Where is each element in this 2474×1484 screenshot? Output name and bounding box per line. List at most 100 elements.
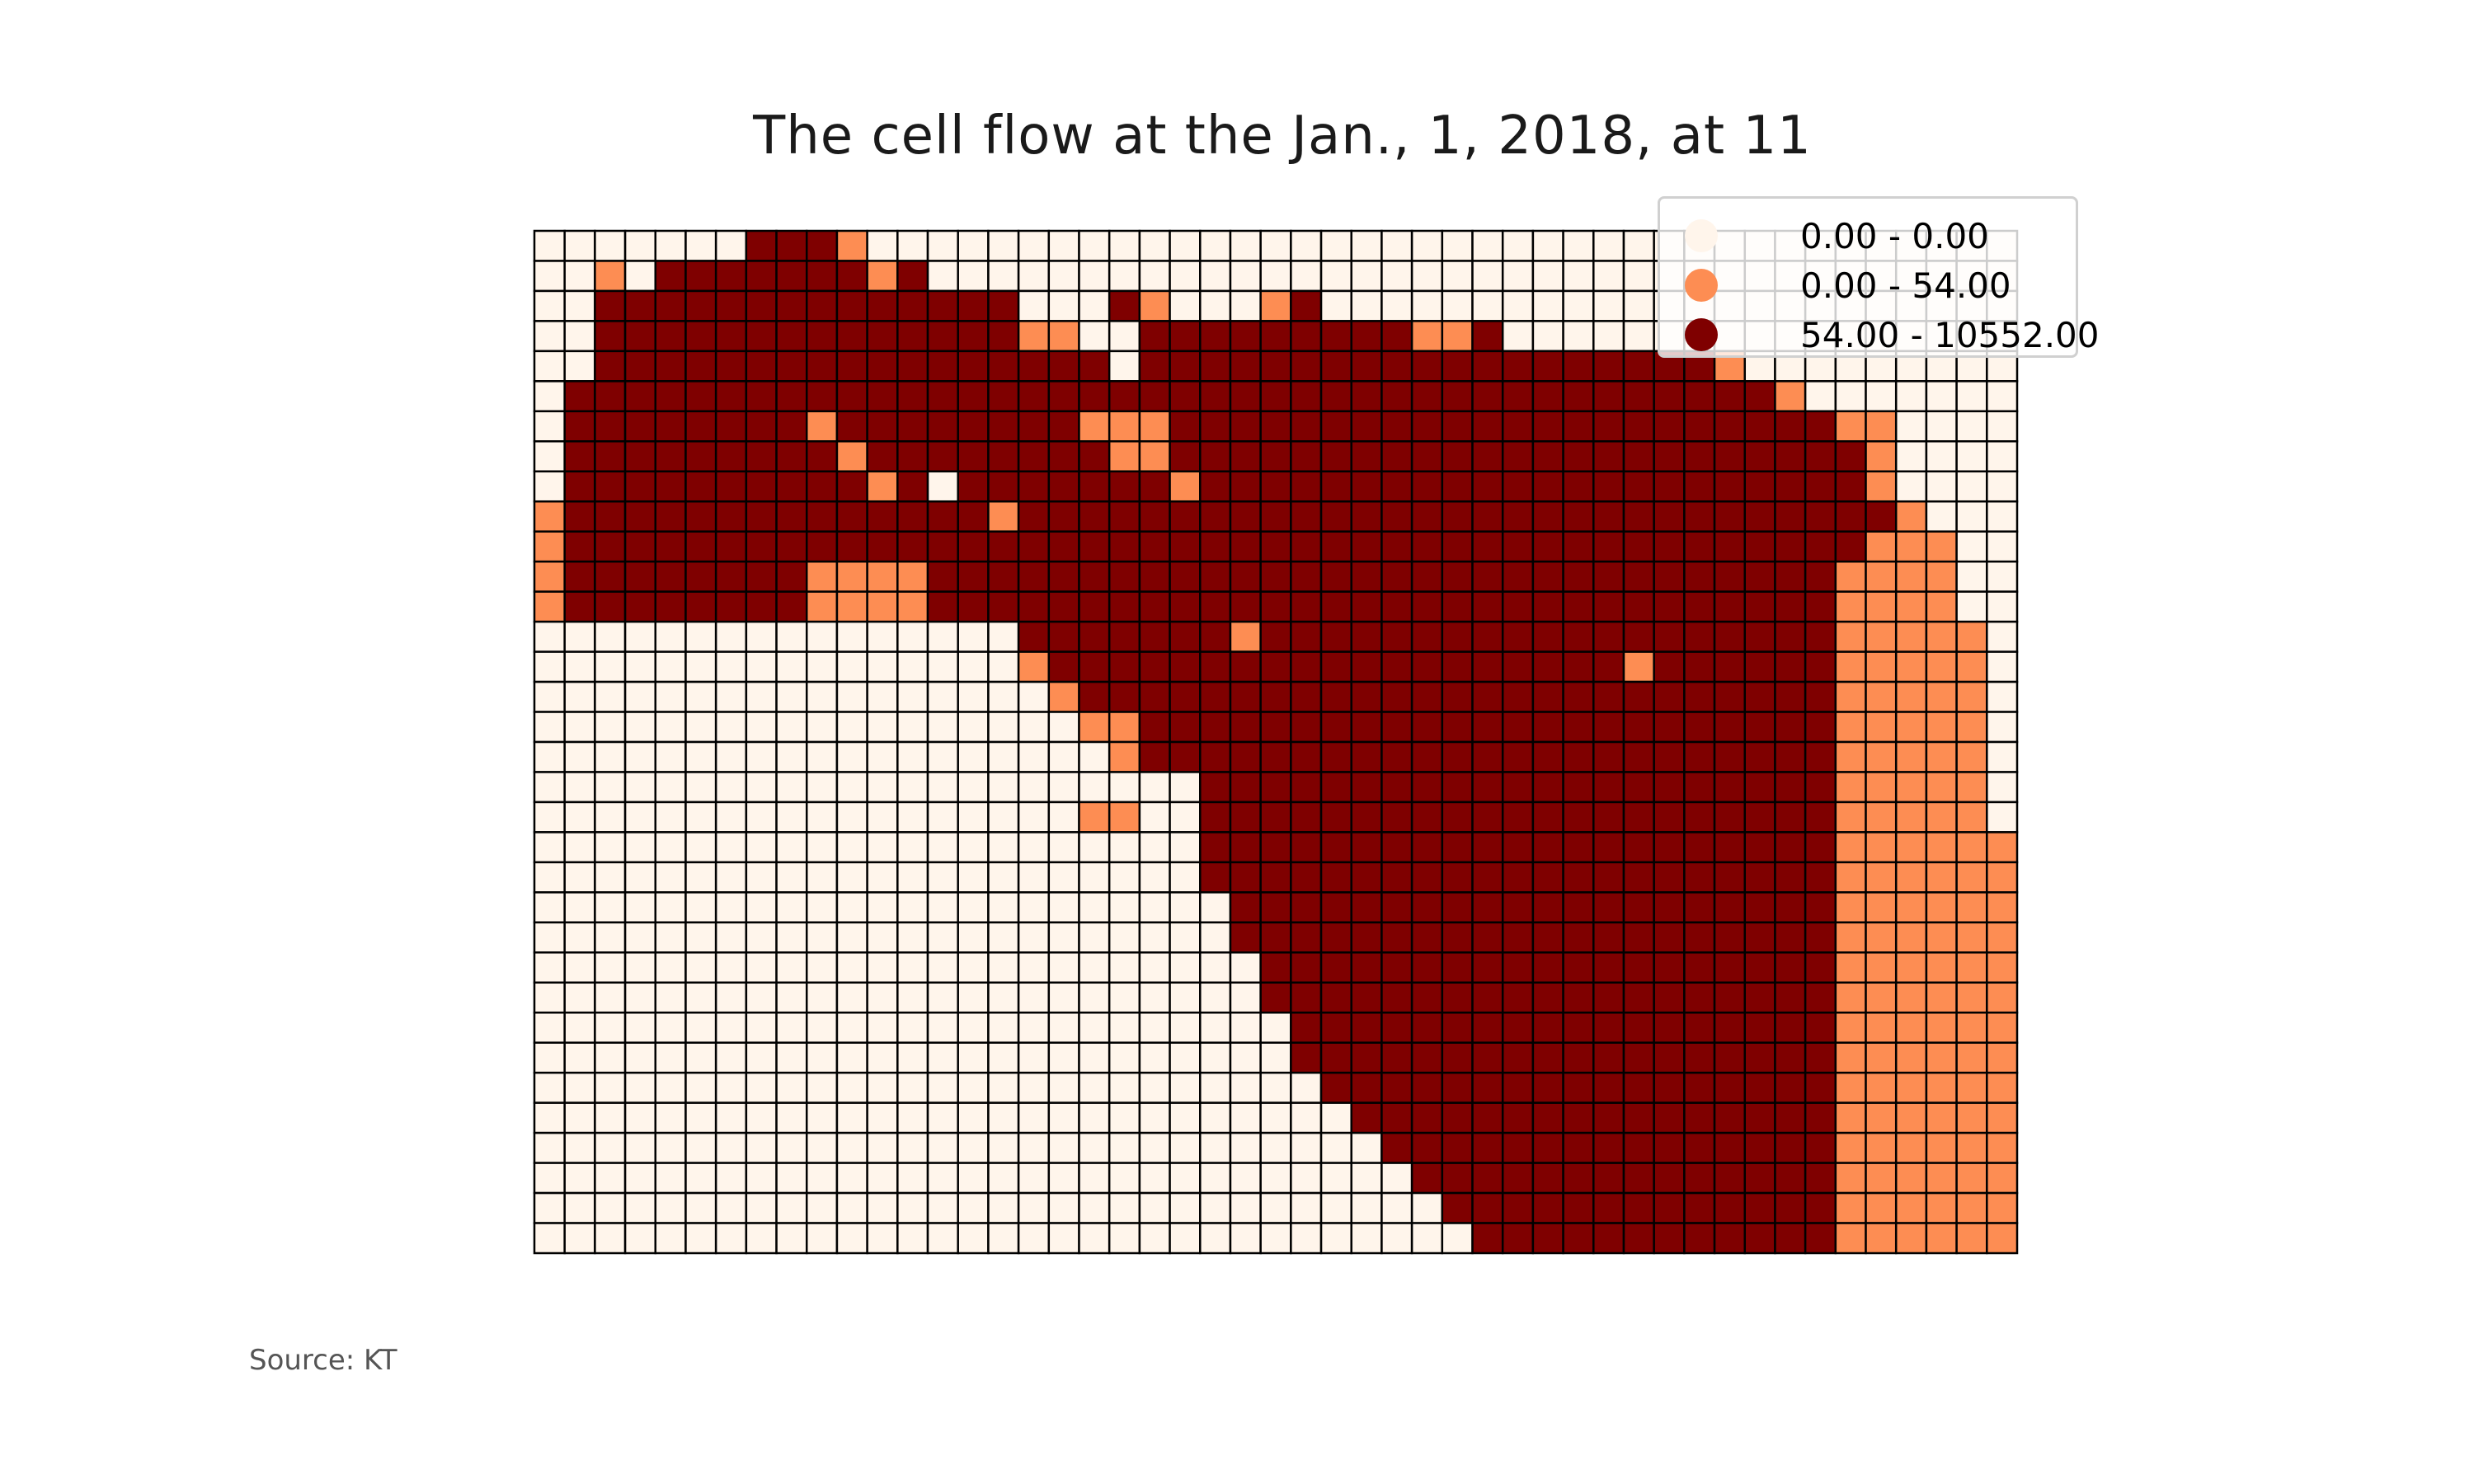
grid-cell (805, 680, 839, 713)
legend-label-high: 54.00 - 10552.00 (1800, 314, 2100, 355)
grid-cell (1138, 410, 1171, 443)
grid-cell (1199, 380, 1232, 413)
grid-cell (1834, 891, 1867, 924)
grid-cell (1138, 500, 1171, 533)
grid-cell (1804, 921, 1837, 954)
grid-cell (1894, 1101, 1928, 1134)
grid-cell (1380, 470, 1413, 503)
grid-cell (1865, 410, 1898, 443)
grid-cell (594, 590, 627, 623)
grid-cell (1047, 440, 1080, 473)
grid-cell (623, 260, 657, 293)
grid-cell (563, 1162, 596, 1195)
grid-cell (594, 1191, 627, 1224)
grid-cell (1350, 680, 1383, 713)
grid-cell (1441, 229, 1474, 262)
grid-cell (1169, 320, 1202, 353)
grid-cell (623, 1131, 657, 1164)
grid-cell (1319, 711, 1352, 744)
grid-cell (835, 1222, 868, 1255)
grid-cell (1955, 650, 1988, 683)
grid-cell (1562, 1222, 1595, 1255)
grid-cell (623, 831, 657, 864)
grid-cell (775, 440, 808, 473)
grid-cell (684, 951, 717, 984)
grid-cell (987, 1101, 1020, 1134)
grid-cell (835, 981, 868, 1014)
grid-cell (1562, 740, 1595, 773)
grid-cell (866, 861, 899, 894)
grid-cell (1259, 260, 1292, 293)
grid-cell (1713, 530, 1747, 563)
grid-cell (1501, 500, 1535, 533)
grid-cell (1562, 981, 1595, 1014)
grid-cell (1986, 560, 2019, 593)
grid-cell (1108, 1131, 1141, 1164)
grid-cell (1804, 1191, 1837, 1224)
grid-cell (1925, 1162, 1958, 1195)
grid-cell (1955, 740, 1988, 773)
grid-cell (1350, 260, 1383, 293)
grid-cell (1834, 861, 1867, 894)
grid-cell (1865, 711, 1898, 744)
grid-cell (1078, 1162, 1111, 1195)
grid-cell (1804, 380, 1837, 413)
grid-cell (1925, 771, 1958, 804)
grid-cell (533, 620, 566, 653)
grid-cell (957, 289, 990, 322)
grid-cell (1047, 500, 1080, 533)
grid-cell (1774, 470, 1807, 503)
grid-cell (1047, 801, 1080, 834)
grid-cell (1653, 921, 1686, 954)
grid-cell (1955, 1162, 1988, 1195)
grid-cell (1410, 560, 1444, 593)
grid-cell (684, 711, 717, 744)
grid-cell (1319, 530, 1352, 563)
grid-cell (896, 1222, 929, 1255)
grid-cell (1410, 891, 1444, 924)
grid-cell (623, 560, 657, 593)
grid-cell (1531, 410, 1564, 443)
grid-cell (1290, 1041, 1323, 1074)
grid-cell (684, 590, 717, 623)
grid-cell (866, 410, 899, 443)
grid-cell (835, 1011, 868, 1044)
grid-cell (1259, 380, 1292, 413)
grid-cell (1138, 981, 1171, 1014)
grid-cell (1592, 590, 1625, 623)
grid-cell (775, 1011, 808, 1044)
grid-cell (1169, 801, 1202, 834)
grid-cell (1986, 771, 2019, 804)
grid-cell (1441, 891, 1474, 924)
grid-cell (775, 861, 808, 894)
grid-cell (1380, 771, 1413, 804)
grid-cell (1804, 620, 1837, 653)
grid-cell (987, 891, 1020, 924)
grid-cell (1017, 951, 1051, 984)
grid-cell (1774, 530, 1807, 563)
grid-cell (1138, 1101, 1171, 1134)
legend-swatch-high (1685, 318, 1718, 351)
grid-cell (1894, 590, 1928, 623)
grid-cell (1259, 680, 1292, 713)
grid-cell (1804, 1041, 1837, 1074)
grid-cell (745, 620, 778, 653)
grid-cell (957, 229, 990, 262)
grid-cell (835, 320, 868, 353)
grid-cell (1078, 289, 1111, 322)
grid-cell (1441, 801, 1474, 834)
grid-cell (1531, 981, 1564, 1014)
grid-cell (1592, 530, 1625, 563)
legend-swatch-low (1685, 269, 1718, 302)
grid-cell (1713, 1011, 1747, 1044)
grid-cell (1138, 380, 1171, 413)
grid-cell (594, 801, 627, 834)
grid-cell (1894, 951, 1928, 984)
grid-cell (896, 500, 929, 533)
grid-cell (775, 289, 808, 322)
grid-cell (1380, 410, 1413, 443)
grid-cell (1138, 1041, 1171, 1074)
grid-cell (1138, 320, 1171, 353)
grid-cell (1441, 1011, 1474, 1044)
grid-cell (1683, 590, 1716, 623)
